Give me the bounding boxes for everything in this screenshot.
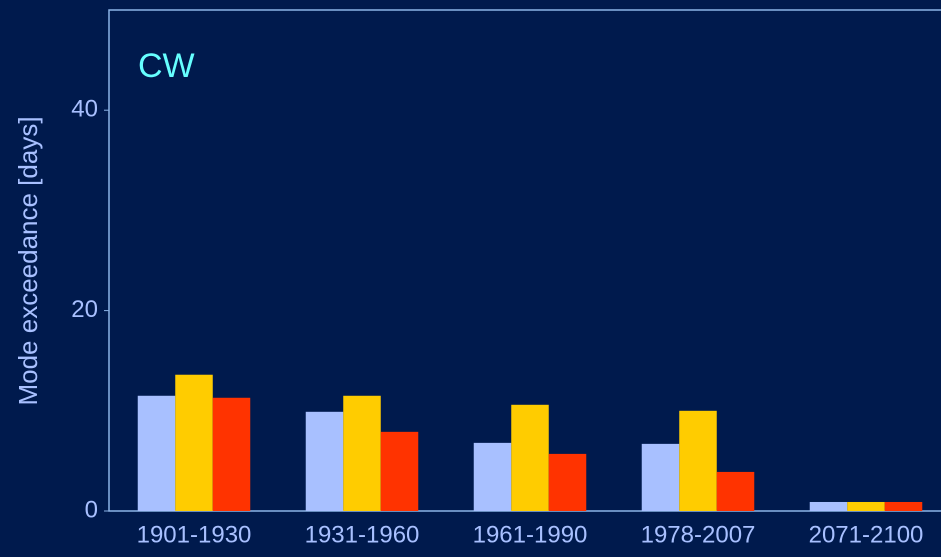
bar (511, 404, 549, 511)
y-tick-label: 40 (71, 96, 98, 123)
bar (716, 471, 755, 511)
bar (548, 453, 587, 511)
bar (847, 501, 885, 511)
bar (380, 431, 419, 511)
x-tick-label: 1978-2007 (641, 521, 756, 548)
bar (884, 501, 923, 511)
x-tick-label: 1931-1960 (305, 521, 420, 548)
bar (343, 395, 381, 511)
bar (305, 411, 344, 511)
y-tick-label: 0 (85, 496, 98, 523)
bar (137, 395, 176, 511)
bar (641, 443, 680, 511)
x-tick-label: 1961-1990 (473, 521, 588, 548)
bar (679, 410, 717, 511)
y-tick-label: 20 (71, 296, 98, 323)
y-axis-label: Mode exceedance [days] (13, 116, 43, 405)
annotation: CW (138, 47, 195, 85)
x-tick-label: 1901-1930 (137, 521, 252, 548)
bar (175, 374, 213, 511)
x-tick-label: 2071-2100 (809, 521, 924, 548)
bar (212, 397, 251, 511)
bar (473, 442, 512, 511)
bar (809, 501, 848, 511)
